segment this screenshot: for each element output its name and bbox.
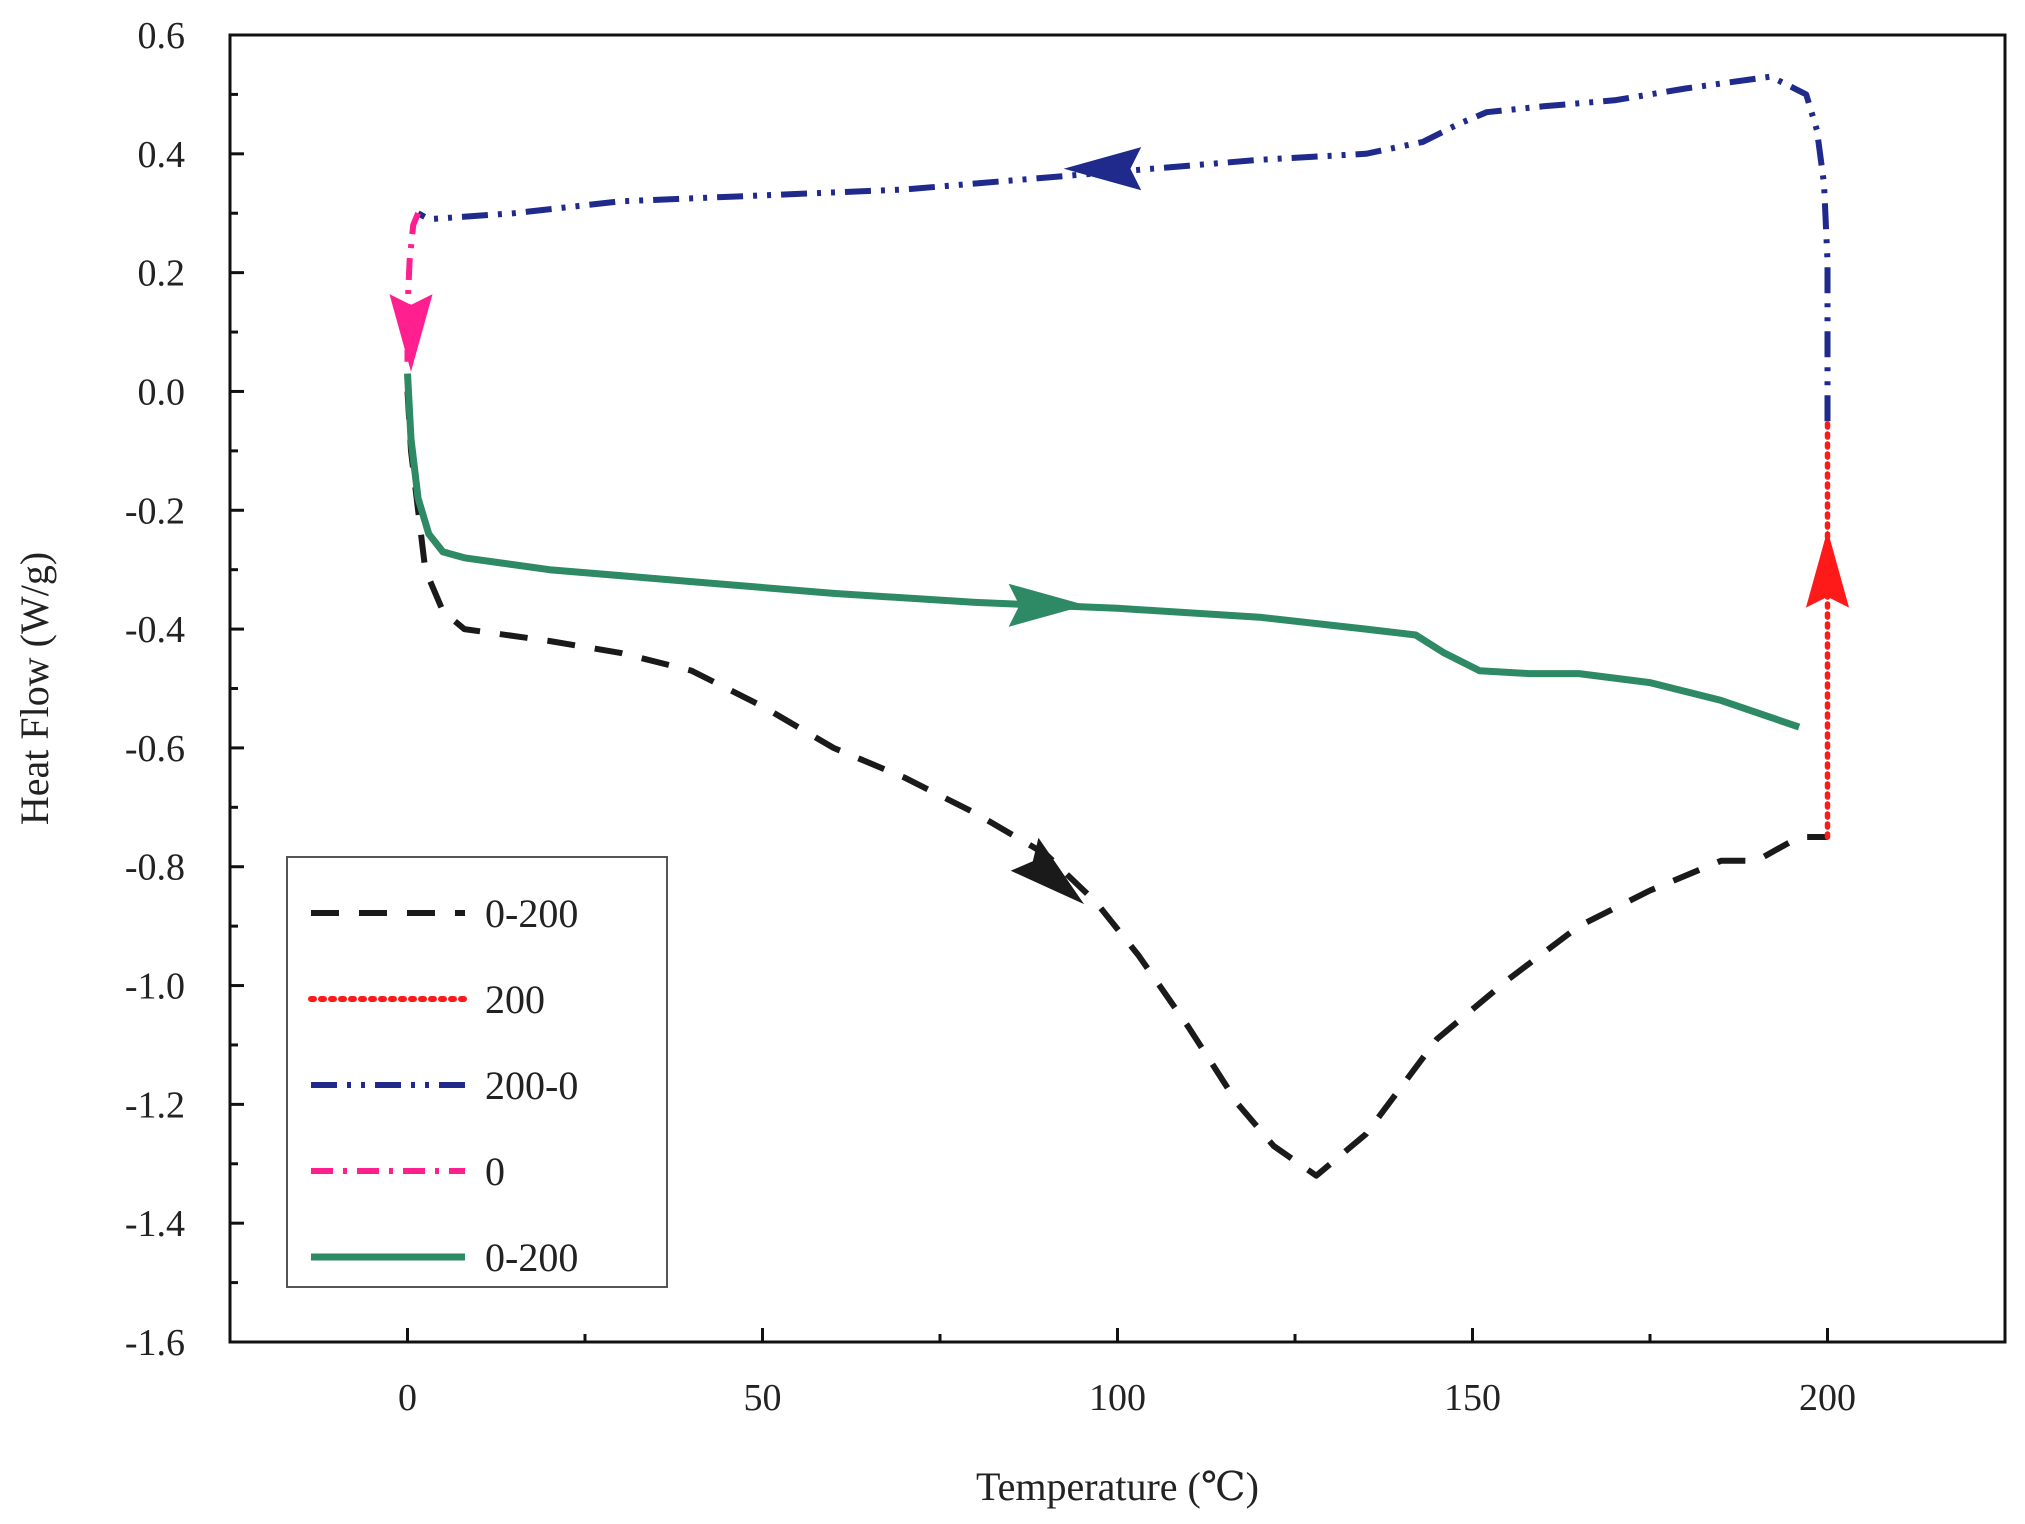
y-tick-label: -0.4	[125, 609, 185, 651]
legend-label-4: 0	[485, 1149, 505, 1194]
y-tick-label: 0.6	[138, 15, 186, 57]
direction-arrow-3	[1063, 147, 1142, 191]
y-tick-label: -0.8	[125, 847, 185, 889]
y-tick-label: -1.4	[125, 1203, 185, 1245]
x-tick-label: 150	[1444, 1377, 1501, 1419]
series-line-4-0	[404, 212, 421, 362]
y-tick-label: -1.0	[125, 966, 185, 1008]
x-tick-label: 100	[1089, 1377, 1146, 1419]
x-axis-title: Temperature (℃)	[976, 1464, 1259, 1509]
series-line-5-0-200	[404, 373, 1801, 731]
y-axis-title: Heat Flow (W/g)	[12, 552, 57, 825]
legend-label-5: 0-200	[485, 1235, 578, 1280]
series-line-3-200-0	[416, 73, 1831, 422]
y-tick-label: -1.2	[125, 1084, 185, 1126]
x-tick-label: 50	[744, 1377, 782, 1419]
legend-label-2: 200	[485, 977, 545, 1022]
y-tick-label: -0.6	[125, 728, 185, 770]
legend-label-1: 0-200	[485, 891, 578, 936]
direction-arrow-1	[1010, 837, 1085, 905]
y-tick-label: -1.6	[125, 1322, 185, 1364]
x-tick-label: 0	[398, 1377, 417, 1419]
y-tick-label: 0.4	[138, 134, 186, 176]
direction-arrow-2	[1805, 529, 1850, 608]
direction-arrow-4	[389, 294, 433, 372]
series-line-1-0-200	[404, 391, 1828, 1179]
y-tick-label: 0.0	[138, 371, 186, 413]
x-tick-label: 200	[1799, 1377, 1856, 1419]
direction-arrow-5	[1008, 583, 1087, 627]
legend-box	[286, 856, 668, 1288]
legend-label-3: 200-0	[485, 1063, 578, 1108]
y-tick-label: 0.2	[138, 253, 186, 295]
y-tick-label: -0.2	[125, 490, 185, 532]
